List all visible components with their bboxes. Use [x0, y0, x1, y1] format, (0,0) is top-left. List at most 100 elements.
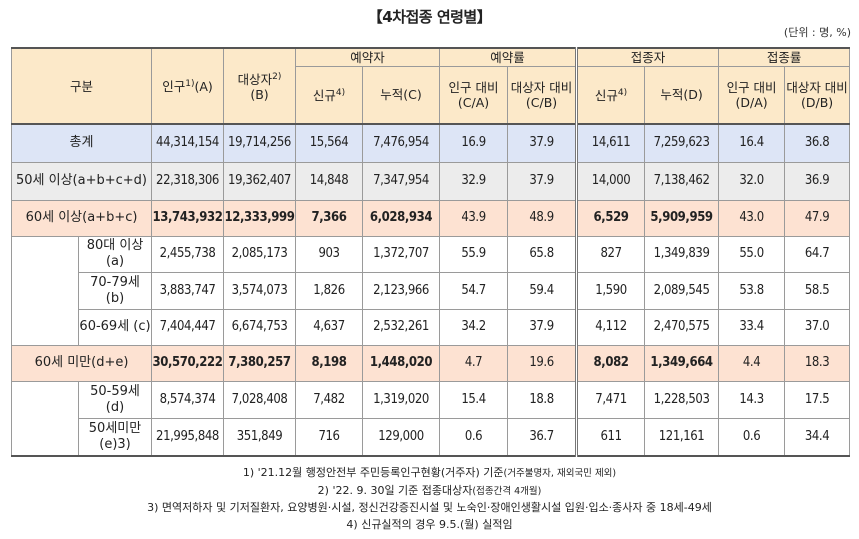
table-row: 총계 44,314,154 19,714,256 15,564 7,476,95… — [10, 123, 851, 163]
cell-vac-cum: 1,349,839 — [644, 235, 720, 273]
cell-res-new: 1,826 — [295, 271, 364, 310]
row-label: 80대 이상 (a) — [77, 235, 153, 273]
cell-res-new: 903 — [295, 235, 364, 273]
cell-vac-new: 827 — [575, 235, 646, 273]
cell-res-tgt: 37.9 — [507, 308, 578, 346]
page-title: 【4차접종 연령별】 — [367, 8, 492, 26]
cell-target: 6,674,753 — [223, 308, 297, 346]
table-row: 80대 이상 (a) 2,455,738 2,085,173 903 1,372… — [11, 235, 851, 273]
indent-spacer — [11, 381, 79, 418]
cell-res-cum: 7,476,954 — [362, 123, 441, 163]
cell-vac-cum: 7,138,462 — [644, 161, 720, 201]
cell-vac-pop: 16.4 — [718, 123, 786, 163]
cell-target: 12,333,999 — [223, 199, 297, 237]
cell-vac-cum: 7,259,623 — [644, 123, 720, 163]
cell-res-cum: 2,532,261 — [362, 308, 441, 346]
header-target: 대상자2) (B) — [223, 47, 297, 125]
cell-res-new: 7,482 — [295, 380, 364, 419]
cell-res-cum: 6,028,934 — [362, 199, 441, 237]
cell-vac-tgt: 18.3 — [784, 344, 851, 382]
table-row: 60세 이상(a+b+c) 13,743,932 12,333,999 7,36… — [10, 199, 851, 237]
cell-res-new: 15,564 — [295, 123, 364, 163]
indent-spacer — [11, 418, 79, 457]
row-label: 총계 — [10, 123, 153, 163]
cell-vac-new: 6,529 — [575, 199, 646, 237]
header-population: 인구1)(A) — [151, 47, 225, 125]
header-res-new: 신규4) — [295, 65, 364, 125]
row-label: 60세 이상(a+b+c) — [10, 199, 153, 237]
table-row: 50-59세 (d) 8,574,374 7,028,408 7,482 1,3… — [11, 380, 851, 419]
cell-res-cum: 1,448,020 — [362, 344, 441, 382]
cell-res-pop: 32.9 — [439, 161, 509, 201]
footnote-2: 2) '22. 9. 30일 기준 접종대상자(접종간격 4개월) — [317, 483, 542, 497]
footnotes: 1) '21.12월 행정안전부 주민등록인구현황(거주자) 기준(거주불명자,… — [0, 465, 859, 533]
cell-res-new: 716 — [295, 417, 364, 457]
row-label: 50-59세 (d) — [77, 380, 153, 419]
cell-vac-new: 14,611 — [575, 123, 646, 163]
cell-res-new: 7,366 — [295, 199, 364, 237]
table-row: 60-69세 (c) 7,404,447 6,674,753 4,637 2,5… — [11, 308, 851, 346]
indent-spacer — [11, 272, 79, 309]
cell-vac-pop: 33.4 — [718, 308, 786, 346]
cell-res-tgt: 18.8 — [507, 380, 578, 419]
cell-res-pop: 54.7 — [439, 271, 509, 310]
cell-res-new: 14,848 — [295, 161, 364, 201]
cell-res-tgt: 59.4 — [507, 271, 578, 310]
header-reservation: 예약자 — [295, 47, 441, 67]
cell-res-pop: 34.2 — [439, 308, 509, 346]
cell-population: 13,743,932 — [151, 199, 225, 237]
cell-vac-pop: 53.8 — [718, 271, 786, 310]
cell-vac-tgt: 36.9 — [784, 161, 851, 201]
cell-population: 30,570,222 — [151, 344, 225, 382]
cell-res-cum: 1,372,707 — [362, 235, 441, 273]
cell-res-pop: 43.9 — [439, 199, 509, 237]
table-row: 60세 미만(d+e) 30,570,222 7,380,257 8,198 1… — [10, 344, 851, 382]
cell-res-pop: 16.9 — [439, 123, 509, 163]
cell-vac-cum: 1,228,503 — [644, 380, 720, 419]
cell-res-tgt: 19.6 — [507, 344, 578, 382]
cell-population: 7,404,447 — [151, 308, 225, 346]
cell-vac-pop: 32.0 — [718, 161, 786, 201]
cell-vac-tgt: 17.5 — [784, 380, 851, 419]
cell-res-pop: 4.7 — [439, 344, 509, 382]
cell-res-cum: 1,319,020 — [362, 380, 441, 419]
row-label: 70-79세 (b) — [77, 271, 153, 310]
cell-res-tgt: 65.8 — [507, 235, 578, 273]
header-category: 구분 — [10, 47, 153, 125]
cell-vac-tgt: 47.9 — [784, 199, 851, 237]
cell-target: 351,849 — [223, 417, 297, 457]
cell-target: 19,362,407 — [223, 161, 297, 201]
cell-res-pop: 15.4 — [439, 380, 509, 419]
cell-vac-tgt: 36.8 — [784, 123, 851, 163]
cell-res-cum: 2,123,966 — [362, 271, 441, 310]
cell-res-new: 4,637 — [295, 308, 364, 346]
cell-vac-pop: 14.3 — [718, 380, 786, 419]
cell-vac-new: 7,471 — [575, 380, 646, 419]
header-vac-pop-ratio: 인구 대비 (D/A) — [718, 65, 786, 125]
header-vaccinated: 접종자 — [575, 47, 720, 67]
cell-vac-tgt: 34.4 — [784, 417, 851, 457]
header-reservation-rate: 예약률 — [439, 47, 578, 67]
table-row: 50세 이상(a+b+c+d) 22,318,306 19,362,407 14… — [10, 161, 851, 201]
vaccination-table: 구분 인구1)(A) 대상자2) (B) 예약자 예약률 접종자 접종률 신규4)… — [10, 47, 851, 457]
header-res-pop-ratio: 인구 대비 (C/A) — [439, 65, 509, 125]
cell-vac-cum: 121,161 — [644, 417, 720, 457]
cell-target: 7,028,408 — [223, 380, 297, 419]
cell-population: 3,883,747 — [151, 271, 225, 310]
cell-population: 44,314,154 — [151, 123, 225, 163]
cell-population: 8,574,374 — [151, 380, 225, 419]
cell-population: 22,318,306 — [151, 161, 225, 201]
cell-vac-pop: 43.0 — [718, 199, 786, 237]
cell-vac-pop: 0.6 — [718, 417, 786, 457]
cell-vac-tgt: 58.5 — [784, 271, 851, 310]
header-vaccination-rate: 접종률 — [718, 47, 851, 67]
cell-res-pop: 55.9 — [439, 235, 509, 273]
unit-label: (단위 : 명, %) — [783, 26, 851, 39]
cell-vac-new: 8,082 — [575, 344, 646, 382]
header-vac-target-ratio: 대상자 대비 (D/B) — [784, 65, 851, 125]
row-label: 50세미만 (e)3) — [77, 417, 153, 457]
cell-target: 2,085,173 — [223, 235, 297, 273]
cell-vac-pop: 4.4 — [718, 344, 786, 382]
header-vac-cum: 누적(D) — [644, 65, 720, 125]
cell-vac-cum: 2,089,545 — [644, 271, 720, 310]
